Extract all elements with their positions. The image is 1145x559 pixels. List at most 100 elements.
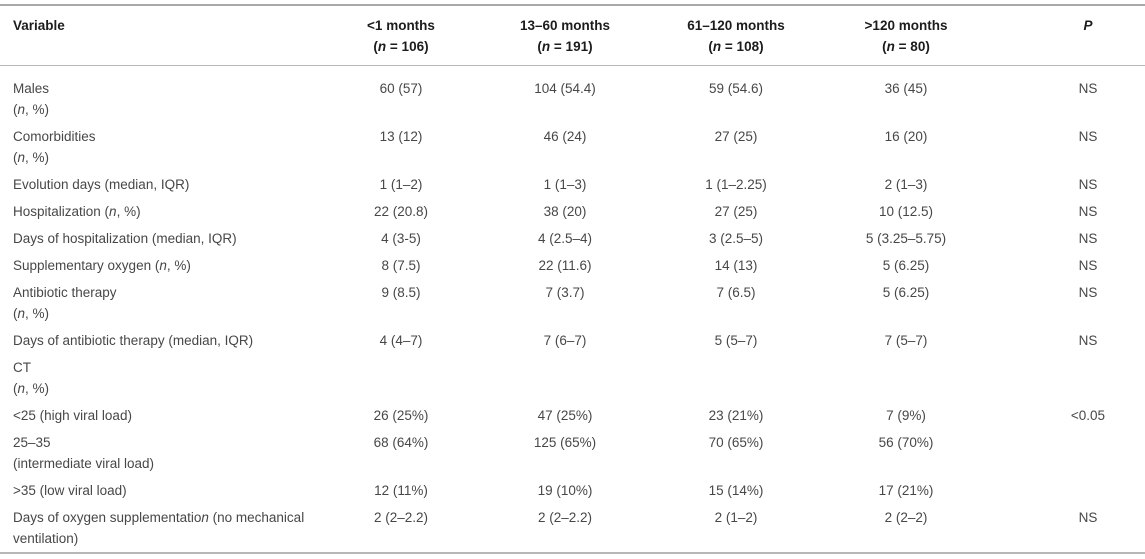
row-label: Comorbidities (n, %) bbox=[13, 129, 96, 165]
table-row-hospitalization: Hospitalization (n, %) 22 (20.8) 38 (20)… bbox=[0, 198, 1145, 225]
table-row-comorbidities: Comorbidities (n, %) 13 (12) 46 (24) 27 (… bbox=[0, 123, 1145, 171]
row-label: Males (n, %) bbox=[13, 81, 50, 117]
header-line1: P bbox=[1083, 18, 1093, 33]
cell: 1 (1–2.25) bbox=[705, 177, 767, 192]
row-label: >35 (low viral load) bbox=[13, 483, 127, 498]
table-row-supplementary-oxygen: Supplementary oxygen (n, %) 8 (7.5) 22 (… bbox=[0, 252, 1145, 279]
cell: 46 (24) bbox=[543, 129, 587, 144]
row-label: Days of hospitalization (median, IQR) bbox=[13, 231, 237, 246]
cell: 19 (10%) bbox=[537, 483, 593, 498]
cell: 2 (2–2.2) bbox=[373, 510, 429, 525]
table-row-ct: CT (n, %) bbox=[0, 354, 1145, 402]
p-value-cell: NS bbox=[1078, 129, 1098, 144]
p-value-cell: NS bbox=[1078, 177, 1098, 192]
table-row-antibiotic-therapy: Antibiotic therapy (n, %) 9 (8.5) 7 (3.7)… bbox=[0, 279, 1145, 327]
cell: 2 (1–2) bbox=[714, 510, 758, 525]
cell: 38 (20) bbox=[543, 204, 587, 219]
table-row-days-of-oxygen-supplementation: Days of oxygen supplementation (no mecha… bbox=[0, 504, 1145, 553]
cell: 125 (65%) bbox=[533, 435, 597, 450]
cell: 68 (64%) bbox=[373, 435, 429, 450]
header-line1: 61–120 months bbox=[687, 18, 785, 33]
header-line1: >120 months bbox=[864, 18, 948, 33]
cell: 36 (45) bbox=[884, 81, 928, 96]
table-row-high-viral-load: <25 (high viral load) 26 (25%) 47 (25%) … bbox=[0, 402, 1145, 429]
table-body: Males (n, %) 60 (57) 104 (54.4) 59 (54.6)… bbox=[0, 66, 1145, 554]
row-label: <25 (high viral load) bbox=[13, 408, 132, 423]
header-line1: 13–60 months bbox=[519, 18, 611, 33]
p-value-cell: <0.05 bbox=[1070, 408, 1106, 423]
column-header-61-120-months: 61–120 months (n = 108) bbox=[650, 5, 822, 66]
p-value-cell: NS bbox=[1078, 258, 1098, 273]
cell: 23 (21%) bbox=[708, 408, 764, 423]
p-value-cell: NS bbox=[1078, 231, 1098, 246]
cell: 16 (20) bbox=[884, 129, 928, 144]
cell: 22 (11.6) bbox=[538, 258, 592, 273]
cell: 9 (8.5) bbox=[381, 285, 421, 300]
cell: 59 (54.6) bbox=[708, 81, 764, 96]
cell: 2 (2–2.2) bbox=[537, 510, 593, 525]
cell: 13 (12) bbox=[379, 129, 423, 144]
column-header-p-value: P bbox=[990, 5, 1145, 66]
cell: 4 (2.5–4) bbox=[537, 231, 593, 246]
cell: 56 (70%) bbox=[878, 435, 934, 450]
p-value-cell: NS bbox=[1078, 285, 1098, 300]
column-header-13-60-months: 13–60 months (n = 191) bbox=[480, 5, 650, 66]
cell: 7 (6–7) bbox=[543, 333, 587, 348]
table-row-days-of-hospitalization: Days of hospitalization (median, IQR) 4 … bbox=[0, 225, 1145, 252]
cell: 2 (2–2) bbox=[884, 510, 928, 525]
column-header-variable: Variable bbox=[0, 5, 322, 66]
p-value-cell: NS bbox=[1078, 510, 1098, 525]
cell: 27 (25) bbox=[714, 204, 758, 219]
cell: 22 (20.8) bbox=[373, 204, 429, 219]
cell: 7 (5–7) bbox=[884, 333, 928, 348]
cell bbox=[822, 354, 990, 402]
cell: 2 (1–3) bbox=[884, 177, 928, 192]
table-row-low-viral-load: >35 (low viral load) 12 (11%) 19 (10%) 1… bbox=[0, 477, 1145, 504]
cell: 5 (6.25) bbox=[882, 285, 930, 300]
p-value-cell: NS bbox=[1078, 333, 1098, 348]
cell: 26 (25%) bbox=[373, 408, 429, 423]
column-header-gt120-months: >120 months (n = 80) bbox=[822, 5, 990, 66]
cell: 5 (5–7) bbox=[714, 333, 758, 348]
row-label: Antibiotic therapy (n, %) bbox=[13, 285, 117, 321]
cell: 1 (1–2) bbox=[379, 177, 423, 192]
cell: 7 (6.5) bbox=[716, 285, 756, 300]
cell bbox=[650, 354, 822, 402]
header-line2: (n = 191) bbox=[537, 39, 593, 54]
table-row-days-of-antibiotic-therapy: Days of antibiotic therapy (median, IQR)… bbox=[0, 327, 1145, 354]
cell: 8 (7.5) bbox=[381, 258, 421, 273]
cell: 47 (25%) bbox=[537, 408, 593, 423]
cell bbox=[480, 354, 650, 402]
cell: 4 (4–7) bbox=[379, 333, 423, 348]
cell: 17 (21%) bbox=[878, 483, 934, 498]
cell: 1 (1–3) bbox=[543, 177, 587, 192]
row-label: Days of antibiotic therapy (median, IQR) bbox=[13, 333, 254, 348]
cell: 4 (3-5) bbox=[381, 231, 421, 246]
row-label: Supplementary oxygen (n, %) bbox=[13, 258, 191, 273]
header-line1: Variable bbox=[13, 18, 65, 33]
row-label: CT (n, %) bbox=[13, 360, 50, 396]
cell: 7 (9%) bbox=[886, 408, 926, 423]
clinical-characteristics-table: Variable <1 months (n = 106) 13–60 months… bbox=[0, 4, 1145, 554]
cell: 104 (54.4) bbox=[534, 81, 596, 96]
header-line1: <1 months bbox=[367, 18, 435, 33]
header-line2: (n = 108) bbox=[708, 39, 764, 54]
cell: 5 (3.25–5.75) bbox=[865, 231, 947, 246]
table-header: Variable <1 months (n = 106) 13–60 months… bbox=[0, 5, 1145, 66]
column-header-lt1-months: <1 months (n = 106) bbox=[322, 5, 480, 66]
cell: 60 (57) bbox=[379, 81, 423, 96]
table-row-evolution-days: Evolution days (median, IQR) 1 (1–2) 1 (… bbox=[0, 171, 1145, 198]
p-value-cell: NS bbox=[1078, 81, 1098, 96]
cell bbox=[322, 354, 480, 402]
row-label: Evolution days (median, IQR) bbox=[13, 177, 190, 192]
cell: 70 (65%) bbox=[708, 435, 764, 450]
p-value-cell bbox=[990, 354, 1145, 402]
cell: 7 (3.7) bbox=[545, 285, 585, 300]
row-label: Days of oxygen supplementation (no mecha… bbox=[13, 510, 305, 546]
table-row-intermediate-viral-load: 25–35 (intermediate viral load) 68 (64%) … bbox=[0, 429, 1145, 477]
header-row: Variable <1 months (n = 106) 13–60 months… bbox=[0, 5, 1145, 66]
p-value-cell: NS bbox=[1078, 204, 1098, 219]
cell: 27 (25) bbox=[714, 129, 758, 144]
cell: 5 (6.25) bbox=[882, 258, 930, 273]
